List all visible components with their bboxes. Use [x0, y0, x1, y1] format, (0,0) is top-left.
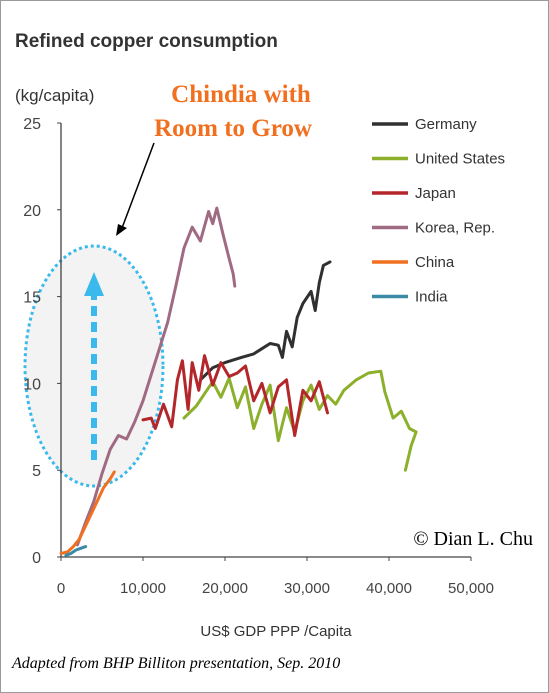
- series-line-united-states: [182, 369, 418, 472]
- y-tick-label: 15: [23, 290, 41, 307]
- y-axis-label: (kg/capita): [15, 86, 94, 105]
- legend: Germany United States Japan Korea, Rep. Chin…: [372, 116, 505, 306]
- annotation-pointer-head: [116, 224, 127, 236]
- x-tick-label: 20,000: [202, 580, 248, 597]
- axes-layer: 0 5 10 15 20 25 0 10,000 20,000 30,000 40,000 50,00…: [23, 116, 494, 640]
- x-tick-label: 10,000: [120, 580, 166, 597]
- series-layer: [59, 206, 418, 557]
- chart-title: Refined copper consumption: [15, 31, 278, 52]
- series-line-germany: [198, 260, 332, 382]
- y-tick-label: 5: [32, 463, 41, 480]
- y-tick-label: 0: [32, 550, 41, 567]
- x-tick-label: 30,000: [284, 580, 330, 597]
- x-tick-label: 0: [57, 580, 65, 597]
- annotation-pointer-line: [121, 142, 155, 229]
- x-tick-label: 40,000: [366, 580, 412, 597]
- series-line-japan: [141, 354, 329, 437]
- annotation-line-2: Room to Grow: [154, 115, 312, 142]
- series-line-china: [59, 470, 116, 555]
- y-tick-label: 20: [23, 203, 41, 220]
- x-axis-label: US$ GDP PPP /Capita: [200, 623, 352, 640]
- y-tick-label: 25: [23, 116, 41, 133]
- legend-label-china: China: [415, 254, 455, 271]
- legend-label-germany: Germany: [415, 116, 477, 133]
- legend-label-united-states: United States: [415, 151, 505, 168]
- series-line-india: [64, 545, 88, 557]
- copyright-watermark: © Dian L. Chu: [413, 528, 533, 550]
- growth-arrow-head: [84, 272, 104, 296]
- x-tick-label: 50,000: [448, 580, 494, 597]
- legend-label-japan: Japan: [415, 185, 456, 202]
- source-note: Adapted from BHP Billiton presentation, …: [11, 655, 340, 672]
- legend-label-india: India: [415, 289, 448, 306]
- chindia-highlight-ellipse: [23, 244, 165, 488]
- annotation-line-1: Chindia with: [171, 81, 311, 108]
- series-line-korea-rep: [75, 206, 237, 547]
- y-tick-label: 10: [23, 376, 41, 393]
- legend-label-korea-rep: Korea, Rep.: [415, 220, 495, 237]
